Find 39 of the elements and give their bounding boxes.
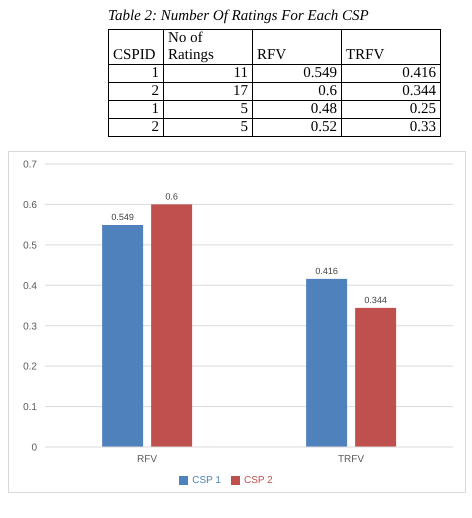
- text: 11: [164, 64, 252, 82]
- data-label: 0.344: [364, 294, 387, 305]
- text: 1: [108, 64, 164, 82]
- data-label: 0.6: [165, 191, 178, 202]
- text: 17: [164, 82, 252, 100]
- text: 5: [164, 100, 252, 118]
- data-label: 0.416: [315, 266, 338, 276]
- text: 0.6: [252, 82, 342, 100]
- legend-label: CSP 1: [192, 475, 221, 486]
- y-tick-label: 0.7: [23, 160, 38, 171]
- text: TRFV: [342, 30, 440, 64]
- text: 2: [108, 82, 164, 100]
- text: Table 2: Number Of Ratings For Each CSP: [108, 8, 370, 25]
- text: RFV: [252, 30, 342, 64]
- legend-label: CSP 2: [244, 475, 273, 486]
- text: 0.52: [252, 118, 342, 136]
- text: 0.416: [342, 64, 440, 82]
- y-tick-label: 0: [31, 442, 38, 454]
- text: CSPID: [108, 30, 164, 64]
- y-tick-label: 0.6: [23, 200, 38, 211]
- text: 0.549: [252, 64, 342, 82]
- text: No of Ratings: [164, 30, 252, 64]
- bar: [306, 278, 348, 447]
- text: 0.48: [252, 100, 342, 118]
- y-tick-label: 0.1: [23, 402, 38, 414]
- text: 0.344: [342, 82, 440, 100]
- text: 0.33: [342, 118, 440, 136]
- text: 1: [108, 100, 164, 118]
- y-tick-label: 0.4: [23, 280, 38, 292]
- bar: [102, 225, 144, 447]
- y-tick-label: 0.3: [23, 321, 38, 332]
- data-label: 0.549: [111, 212, 134, 222]
- y-tick-label: 0.5: [23, 240, 38, 252]
- bar: [355, 308, 396, 447]
- bar: [151, 204, 192, 447]
- text: 0.25: [342, 100, 440, 118]
- text: 2: [108, 118, 164, 136]
- y-tick-label: 0.2: [23, 362, 38, 373]
- text: 5: [164, 118, 252, 136]
